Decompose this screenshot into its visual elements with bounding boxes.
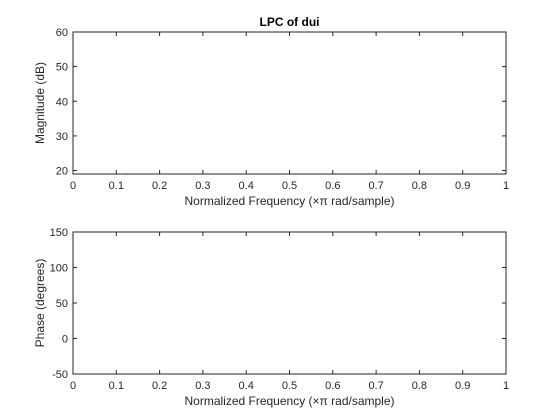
magnitude-y-tick-label: 60	[56, 27, 68, 39]
phase-x-tick-label: 0.3	[195, 380, 210, 392]
phase-y-tick-label: 50	[56, 298, 68, 310]
magnitude-x-tick-label: 1	[503, 180, 509, 192]
phase-x-tick-label: 0.1	[109, 380, 124, 392]
magnitude-x-tick-label: 0	[70, 180, 76, 192]
phase-x-tick-label: 0.7	[368, 380, 383, 392]
magnitude-x-tick-label: 0.9	[455, 180, 470, 192]
magnitude-y-axis-label: Magnitude (dB)	[33, 62, 47, 144]
magnitude-y-tick-label: 40	[56, 96, 68, 108]
phase-axes: 0 0.1 0.2 0.3 0.4 0.5 0.6 0.7 0.8 0.9 1-5005010015…	[33, 227, 509, 408]
phase-x-tick-label: 1	[503, 380, 509, 392]
phase-x-tick-label: 0.8	[412, 380, 427, 392]
magnitude-x-tick-label: 0.6	[325, 180, 340, 192]
phase-axes-frame	[72, 231, 507, 375]
magnitude-y-tick-label: 50	[56, 62, 68, 74]
phase-y-tick-label: 0	[62, 334, 68, 346]
magnitude-x-tick-label: 0.2	[152, 180, 167, 192]
magnitude-x-tick-label: 0.5	[282, 180, 297, 192]
phase-y-tick-label: -50	[52, 369, 68, 381]
magnitude-x-tick-label: 0.1	[109, 180, 124, 192]
phase-y-axis-label: Phase (degrees)	[33, 259, 47, 348]
magnitude-x-tick-label: 0.3	[195, 180, 210, 192]
magnitude-axes-frame	[72, 31, 507, 175]
phase-x-tick-label: 0.9	[455, 380, 470, 392]
magnitude-x-tick-label: 0.4	[239, 180, 254, 192]
phase-x-tick-label: 0.4	[239, 380, 254, 392]
magnitude-axes: 0 0.1 0.2 0.3 0.4 0.5 0.6 0.7 0.8 0.9 1 20 30 40 50 60 L…	[33, 15, 509, 208]
phase-x-tick-label: 0.6	[325, 380, 340, 392]
magnitude-y-tick-label: 30	[56, 131, 68, 143]
phase-x-axis-label: Normalized Frequency (×π rad/sample)	[184, 394, 394, 408]
magnitude-chart-title: LPC of dui	[260, 15, 320, 29]
phase-x-tick-label: 0.2	[152, 380, 167, 392]
phase-y-tick-label: 150	[50, 227, 68, 239]
magnitude-x-tick-label: 0.7	[368, 180, 383, 192]
magnitude-x-axis-label: Normalized Frequency (×π rad/sample)	[184, 194, 394, 208]
phase-x-tick-label: 0.5	[282, 380, 297, 392]
phase-y-tick-label: 100	[50, 263, 68, 275]
phase-x-tick-label: 0	[70, 380, 76, 392]
magnitude-x-tick-label: 0.8	[412, 180, 427, 192]
magnitude-y-tick-label: 20	[56, 166, 68, 178]
